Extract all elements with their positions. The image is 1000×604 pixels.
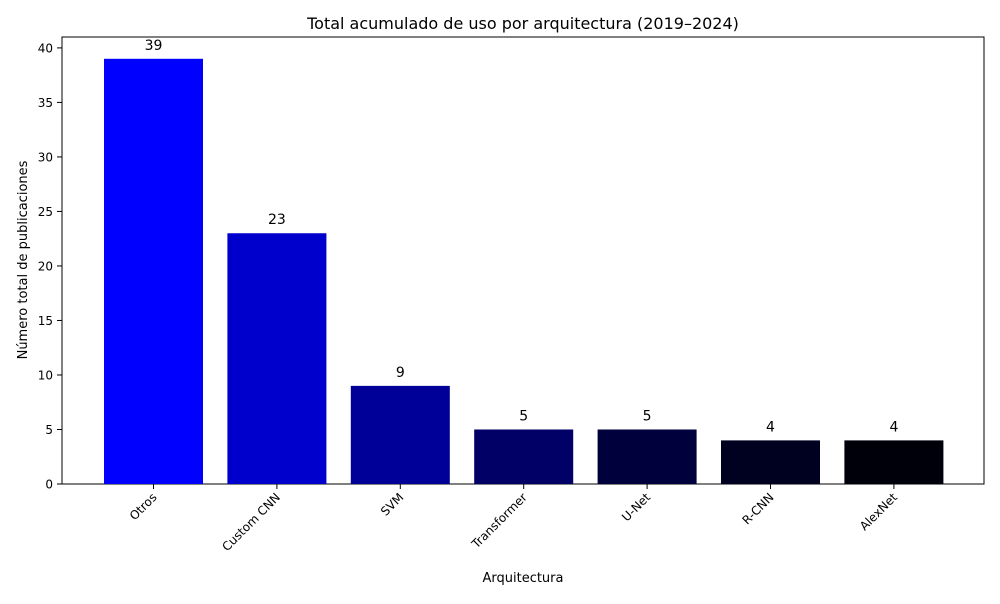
- bar-value-label: 5: [643, 408, 652, 424]
- y-tick-label: 40: [38, 41, 53, 55]
- x-tick-label: R-CNN: [739, 490, 776, 527]
- y-tick-label: 5: [45, 423, 53, 437]
- y-tick-label: 10: [38, 368, 53, 382]
- x-tick-label: Transformer: [468, 490, 530, 552]
- x-tick-label: U-Net: [619, 490, 653, 524]
- y-axis-label: Número total de publicaciones: [16, 160, 31, 359]
- chart-title: Total acumulado de uso por arquitectura …: [306, 14, 739, 33]
- y-tick-label: 30: [38, 150, 53, 164]
- bar-r-cnn: [721, 440, 820, 484]
- y-tick-label: 25: [38, 205, 53, 219]
- x-tick-label: Otros: [127, 490, 160, 523]
- x-axis-label: Arquitectura: [482, 571, 563, 586]
- bar-custom-cnn: [227, 233, 327, 484]
- x-axis: Otros Custom CNN SVM Transformer U-Net R-CNN A…: [127, 484, 900, 554]
- bar-value-label: 4: [889, 419, 898, 435]
- bar-transformer: [474, 429, 574, 484]
- bar-alexnet: [844, 440, 944, 484]
- x-tick-label: Custom CNN: [219, 490, 283, 554]
- bar-otros: [104, 58, 203, 485]
- y-tick-label: 0: [45, 478, 53, 492]
- bar-value-label: 23: [268, 212, 286, 228]
- bar-value-label: 5: [519, 408, 528, 424]
- y-tick-label: 20: [38, 259, 53, 273]
- y-tick-label: 15: [38, 314, 53, 328]
- y-tick-label: 35: [38, 96, 53, 110]
- value-labels-group: 39 23 9 5 5 4 4: [145, 38, 899, 436]
- bars-group: [104, 58, 944, 485]
- bar-u-net: [597, 429, 697, 484]
- bar-value-label: 9: [396, 365, 405, 381]
- bar-svm: [350, 385, 450, 484]
- x-tick-label: SVM: [378, 490, 406, 518]
- bar-value-label: 4: [766, 419, 775, 435]
- bar-value-label: 39: [145, 38, 163, 54]
- x-tick-label: AlexNet: [857, 490, 900, 533]
- y-axis: 0 5 10 15 20 25 30 35 40: [38, 41, 62, 492]
